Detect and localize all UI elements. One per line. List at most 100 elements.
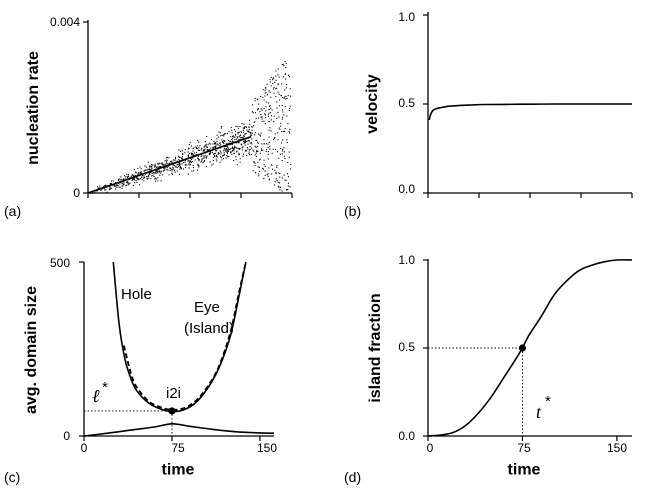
panel-a-point bbox=[253, 150, 255, 152]
panel-d-t-star: * bbox=[545, 393, 551, 410]
panel-a-point bbox=[213, 154, 215, 156]
panel-a-point bbox=[188, 155, 190, 157]
panel-a-point bbox=[222, 141, 224, 143]
panel-a-point bbox=[264, 174, 266, 176]
panel-a-point bbox=[205, 146, 207, 148]
panel-a-point bbox=[171, 170, 173, 172]
panel-a-point bbox=[167, 169, 169, 171]
panel-a-point bbox=[124, 175, 126, 177]
panel-a-point bbox=[244, 141, 246, 143]
panel-a-point bbox=[259, 158, 261, 160]
panel-a-point bbox=[144, 165, 146, 167]
panel-a-point bbox=[251, 111, 253, 113]
panel-a-point bbox=[269, 105, 271, 107]
panel-a-point bbox=[176, 167, 178, 169]
panel-a-point bbox=[174, 170, 176, 172]
panel-a-point bbox=[162, 163, 164, 165]
panel-c-ytick-label-0: 0 bbox=[63, 429, 70, 443]
panel-a-point bbox=[268, 167, 270, 169]
panel-a-point bbox=[190, 161, 192, 163]
panel-a-point bbox=[287, 173, 289, 175]
panel-a-point bbox=[149, 165, 151, 167]
panel-a-point bbox=[215, 142, 217, 144]
panel-a-point bbox=[244, 126, 246, 128]
panel-a-point bbox=[256, 150, 258, 152]
panel-a-point bbox=[260, 108, 262, 110]
panel-a-point bbox=[226, 152, 228, 154]
panel-a-point bbox=[227, 150, 229, 152]
panel-a-point bbox=[259, 111, 261, 113]
panel-a-point bbox=[281, 177, 283, 179]
panel-a-point bbox=[233, 160, 235, 162]
panel-a-point bbox=[241, 147, 243, 149]
panel-a-point bbox=[191, 154, 193, 156]
panel-a-point bbox=[249, 131, 251, 133]
panel-a-point bbox=[133, 179, 135, 181]
panel-a-point bbox=[259, 135, 261, 137]
panel-a-point bbox=[287, 185, 289, 187]
panel-a-point bbox=[243, 126, 245, 128]
panel-d-xlabel: time bbox=[508, 461, 541, 478]
panel-d-ytick-label-05: 0.5 bbox=[398, 340, 415, 354]
panel-a-point bbox=[261, 116, 263, 118]
panel-a-point bbox=[240, 130, 242, 132]
panel-a-point bbox=[235, 156, 237, 158]
panel-a-point bbox=[182, 156, 184, 158]
panel-a-point bbox=[263, 120, 265, 122]
panel-a-point bbox=[216, 134, 218, 136]
panel-a-point bbox=[215, 143, 217, 145]
panel-a-point bbox=[233, 152, 235, 154]
panel-a-point bbox=[221, 159, 223, 161]
panel-a-point bbox=[259, 152, 261, 154]
panel-a-point bbox=[172, 166, 174, 168]
panel-a-point bbox=[212, 157, 214, 159]
panel-a-point bbox=[277, 83, 279, 85]
panel-a-point bbox=[257, 98, 259, 100]
panel-a-point bbox=[228, 156, 230, 158]
panel-a-point bbox=[209, 143, 211, 145]
panel-a-point bbox=[230, 148, 232, 150]
panel-a-point bbox=[257, 161, 259, 163]
panel-a-point bbox=[171, 172, 173, 174]
panel-a-point bbox=[179, 166, 181, 168]
panel-a-point bbox=[283, 96, 285, 98]
panel-a-point bbox=[178, 156, 180, 158]
panel-a-point bbox=[126, 176, 128, 178]
panel-a-point bbox=[135, 171, 137, 173]
panel-a-point bbox=[216, 140, 218, 142]
panel-a-point bbox=[230, 136, 232, 138]
panel-a-point bbox=[276, 165, 278, 167]
panel-a-point bbox=[250, 153, 252, 155]
panel-a-point bbox=[264, 123, 266, 125]
panel-a-point bbox=[152, 175, 154, 177]
panel-a-point bbox=[192, 150, 194, 152]
panel-a-point bbox=[284, 106, 286, 108]
panel-a-point bbox=[192, 147, 194, 149]
panel-a-point bbox=[109, 189, 111, 191]
panel-a-point bbox=[245, 150, 247, 152]
panel-a-point bbox=[270, 119, 272, 121]
panel-a-point bbox=[163, 170, 165, 172]
panel-a-point bbox=[159, 170, 161, 172]
panel-a-point bbox=[227, 147, 229, 149]
panel-a-point bbox=[219, 150, 221, 152]
panel-a-point bbox=[269, 81, 271, 83]
panel-a-point bbox=[289, 186, 291, 188]
panel-a-point bbox=[282, 139, 284, 141]
panel-a-point bbox=[242, 146, 244, 148]
panel-a-point bbox=[106, 191, 108, 193]
panel-a-point bbox=[266, 174, 268, 176]
panel-a-point bbox=[191, 170, 193, 172]
panel-a-point bbox=[164, 160, 166, 162]
panel-a-point bbox=[173, 164, 175, 166]
panel-a-point bbox=[270, 130, 272, 132]
panel-a-point bbox=[128, 174, 130, 176]
panel-a-point bbox=[255, 139, 257, 141]
panel-a-point bbox=[99, 185, 101, 187]
panel-a-point bbox=[288, 109, 290, 111]
panel-a-point bbox=[197, 155, 199, 157]
panel-a-point bbox=[126, 174, 128, 176]
panel-a-point bbox=[203, 149, 205, 151]
panel-a-point bbox=[259, 95, 261, 97]
